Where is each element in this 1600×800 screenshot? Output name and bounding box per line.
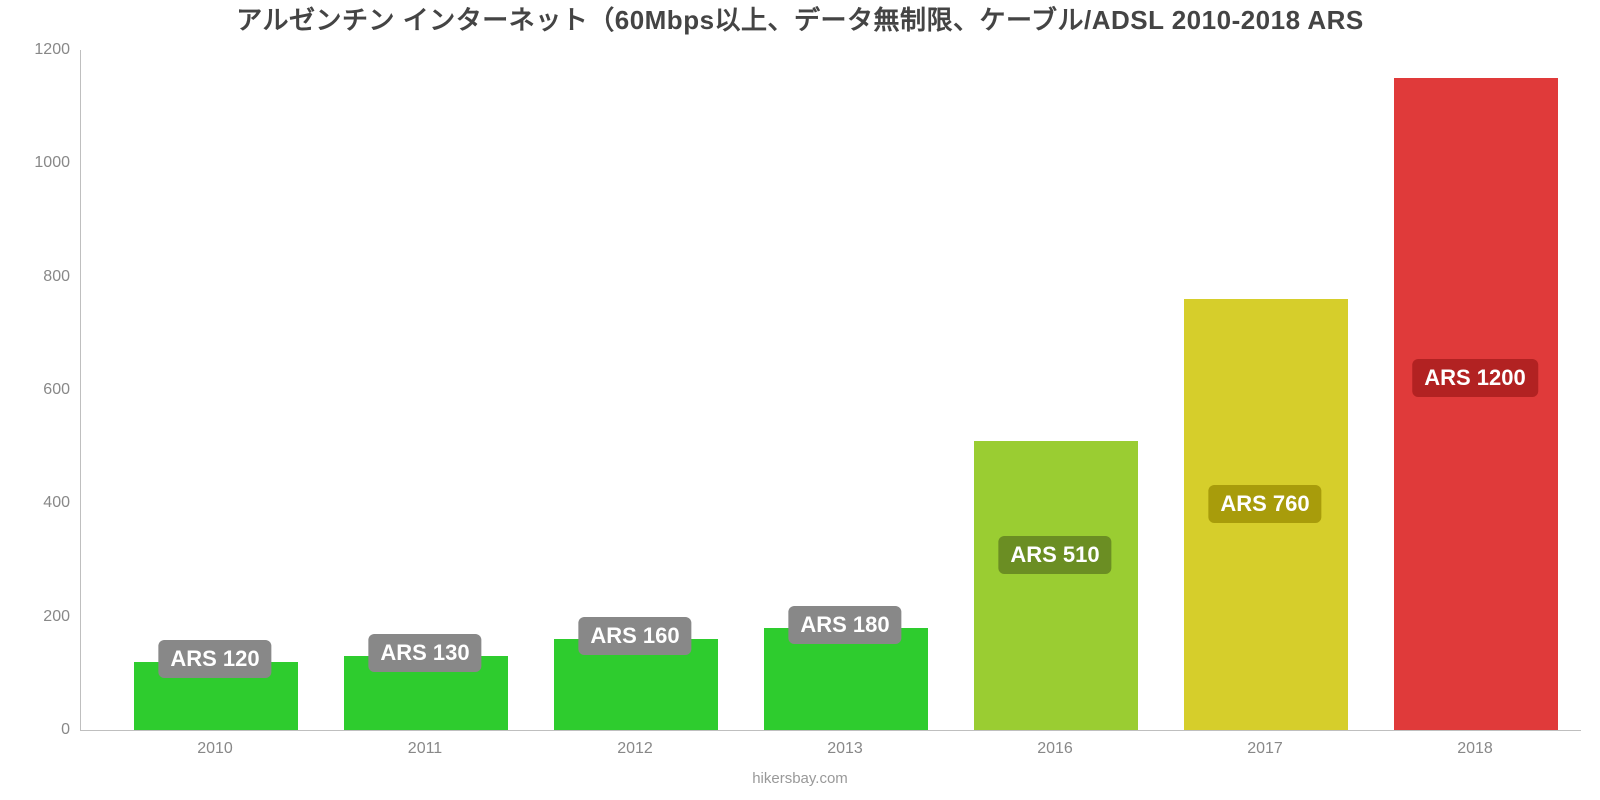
x-tick-label: 2018	[1457, 740, 1493, 758]
value-badge: ARS 510	[998, 536, 1111, 574]
y-tick-label: 1200	[0, 41, 70, 59]
chart-footer: hikersbay.com	[0, 770, 1600, 787]
x-tick-label: 2017	[1247, 740, 1283, 758]
x-tick-label: 2013	[827, 740, 863, 758]
y-tick-label: 600	[0, 381, 70, 399]
value-badge: ARS 180	[788, 606, 901, 644]
bar	[1394, 78, 1558, 730]
value-badge: ARS 160	[578, 617, 691, 655]
chart-container: アルゼンチン インターネット（60Mbps以上、データ無制限、ケーブル/ADSL…	[0, 0, 1600, 800]
chart-title: アルゼンチン インターネット（60Mbps以上、データ無制限、ケーブル/ADSL…	[0, 0, 1600, 37]
x-tick-label: 2011	[408, 740, 442, 758]
x-tick-label: 2012	[617, 740, 653, 758]
x-tick-label: 2016	[1037, 740, 1073, 758]
bar	[974, 441, 1138, 730]
y-tick-label: 200	[0, 608, 70, 626]
y-tick-label: 800	[0, 268, 70, 286]
y-tick-label: 1000	[0, 154, 70, 172]
y-tick-label: 0	[0, 721, 70, 739]
value-badge: ARS 130	[368, 634, 481, 672]
value-badge: ARS 760	[1208, 485, 1321, 523]
y-tick-label: 400	[0, 494, 70, 512]
value-badge: ARS 1200	[1412, 359, 1538, 397]
x-tick-label: 2010	[197, 740, 233, 758]
value-badge: ARS 120	[158, 640, 271, 678]
